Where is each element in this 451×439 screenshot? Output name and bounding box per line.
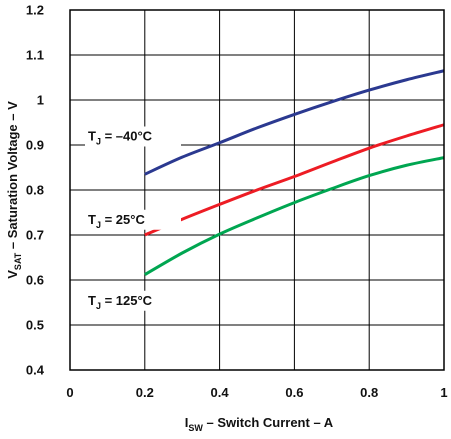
y-tick-label-1: 0.5 bbox=[26, 318, 44, 333]
annotation-suffix: = –40°C bbox=[101, 129, 153, 144]
y-tick-label-4: 0.8 bbox=[26, 183, 44, 198]
series-line-2 bbox=[144, 156, 445, 276]
annotation-suffix: = 125°C bbox=[101, 293, 153, 308]
y-tick-label-3: 0.7 bbox=[26, 228, 44, 243]
annotation-background-1 bbox=[85, 209, 181, 230]
annotation-background-0 bbox=[85, 126, 181, 147]
annotation-subscript: J bbox=[96, 220, 101, 230]
x-tick-label-3: 0.6 bbox=[285, 385, 303, 400]
y-tick-label-8: 1.2 bbox=[26, 3, 44, 18]
x-tick-label-2: 0.4 bbox=[211, 385, 230, 400]
annotation-label-2: TJ = 125°C bbox=[88, 293, 153, 311]
y-axis-label-sub: SAT bbox=[13, 252, 23, 270]
annotation-prefix: T bbox=[88, 293, 96, 308]
x-tick-label-4: 0.8 bbox=[360, 385, 378, 400]
plot-frame bbox=[69, 9, 445, 371]
x-tick-label-0: 0 bbox=[66, 385, 73, 400]
annotation-label-0: TJ = –40°C bbox=[88, 129, 153, 147]
annotation-subscript: J bbox=[96, 137, 101, 147]
annotation-layer: TJ = –40°CTJ = 25°CTJ = 125°C bbox=[85, 126, 181, 311]
y-tick-label-6: 1 bbox=[37, 93, 44, 108]
annotation-suffix: = 25°C bbox=[101, 212, 145, 227]
annotation-prefix: T bbox=[88, 212, 96, 227]
y-tick-label-5: 0.9 bbox=[26, 138, 44, 153]
annotation-prefix: T bbox=[88, 129, 96, 144]
y-tick-label-2: 0.6 bbox=[26, 273, 44, 288]
series-line-1 bbox=[144, 123, 445, 237]
x-axis-label-rest: – Switch Current – A bbox=[203, 415, 334, 430]
annotation-label-1: TJ = 25°C bbox=[88, 212, 145, 230]
annotation-subscript: J bbox=[96, 301, 101, 311]
x-tick-label-5: 1 bbox=[440, 385, 447, 400]
y-tick-label-0: 0.4 bbox=[26, 363, 45, 378]
x-axis-label-main: I bbox=[185, 415, 189, 430]
y-axis-label-main: V bbox=[5, 270, 20, 279]
x-tick-label-1: 0.2 bbox=[136, 385, 154, 400]
series-layer bbox=[144, 69, 445, 276]
x-axis-label-sub: SW bbox=[188, 423, 203, 433]
x-axis-label: ISW – Switch Current – A bbox=[185, 415, 334, 433]
y-tick-label-7: 1.1 bbox=[26, 48, 44, 63]
annotation-background-2 bbox=[85, 290, 181, 311]
tick-label-layer: 0.4 0.5 0.6 0.7 0.8 0.9 1 1.1 1.2 0 0.2 0.4 0.6 0.8 1 bbox=[26, 3, 448, 401]
y-axis-label-rest: – Saturation Voltage – V bbox=[5, 101, 20, 253]
series-line-0 bbox=[144, 69, 445, 176]
y-axis-label: VSAT – Saturation Voltage – V bbox=[5, 101, 23, 279]
